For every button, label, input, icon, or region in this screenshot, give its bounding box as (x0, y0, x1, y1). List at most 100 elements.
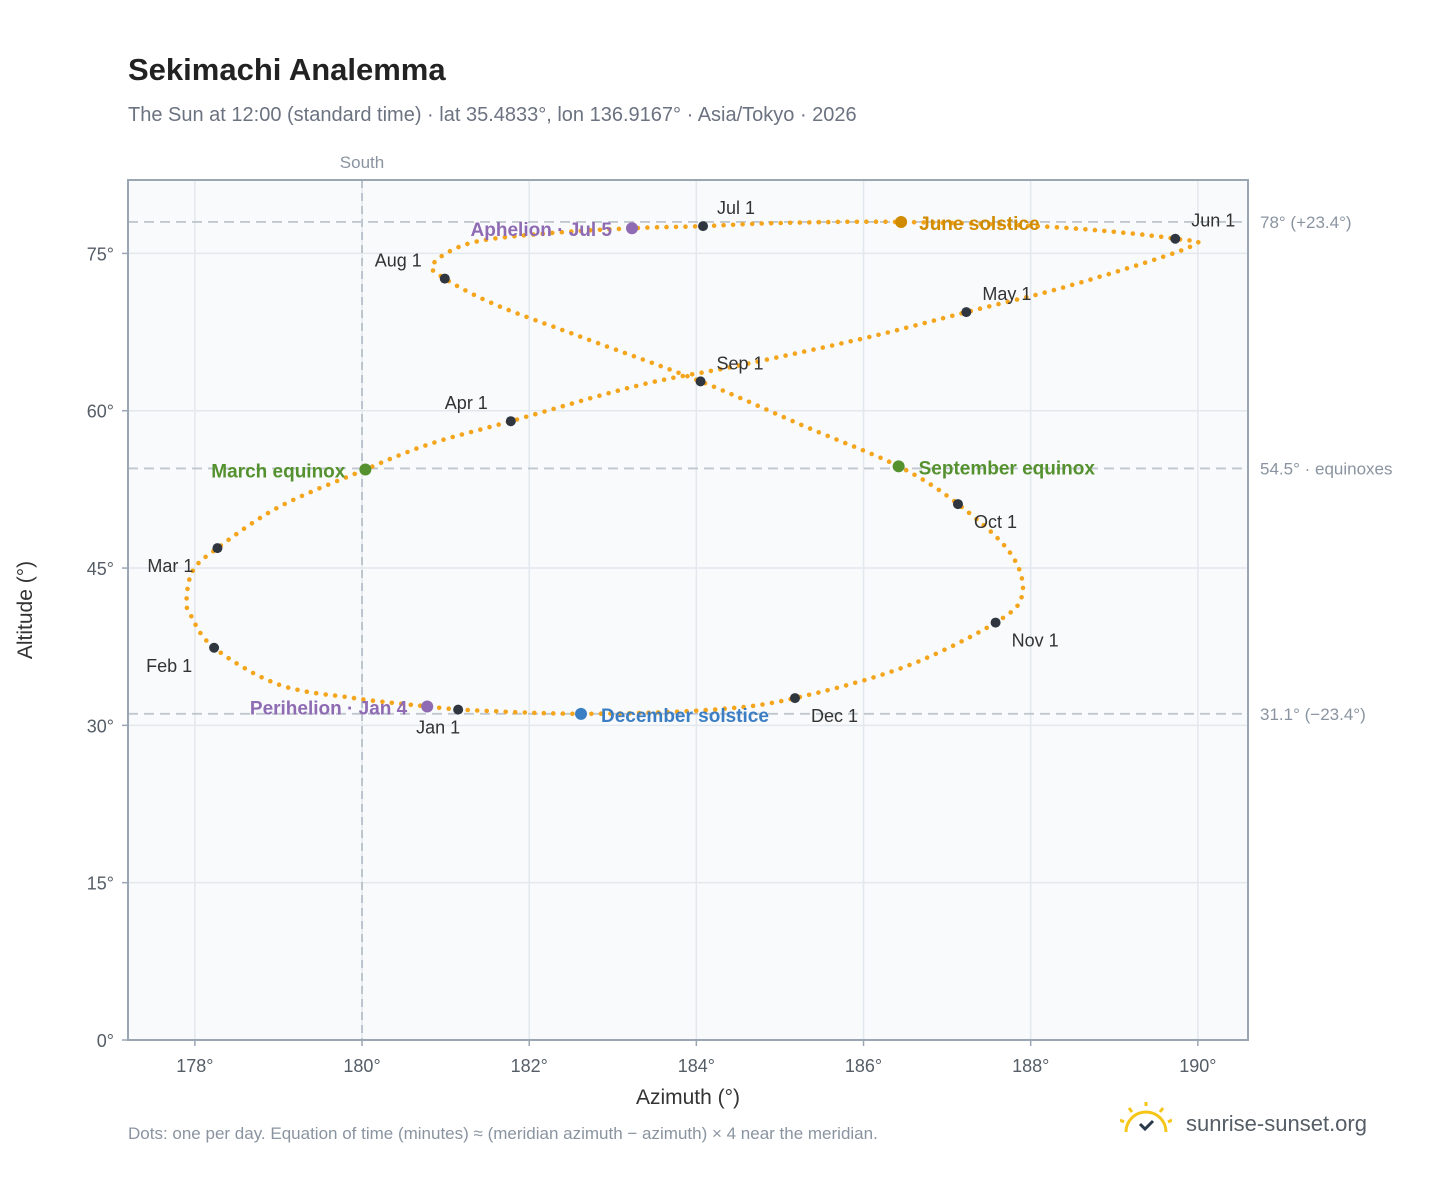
brand[interactable]: sunrise-sunset.org (1119, 1101, 1367, 1147)
month-label: May 1 (982, 284, 1031, 304)
daily-dot (755, 403, 760, 409)
daily-dot (738, 395, 743, 401)
daily-dot (268, 678, 273, 684)
daily-dot (977, 306, 983, 312)
daily-dot (633, 383, 639, 389)
daily-dot (797, 220, 803, 225)
daily-dot (615, 388, 621, 394)
daily-dot (1083, 227, 1088, 232)
daily-dot (291, 497, 296, 503)
daily-dot (332, 693, 338, 698)
daily-dot (361, 697, 366, 702)
daily-dot (257, 515, 263, 521)
daily-dot (921, 220, 926, 225)
daily-dot (1016, 223, 1022, 228)
daily-dot (876, 332, 881, 338)
daily-dot (736, 363, 742, 368)
daily-dot (1051, 287, 1057, 293)
daily-dot (801, 349, 807, 354)
y-tick-label: 15° (87, 874, 114, 894)
daily-dot (471, 292, 477, 298)
daily-dot (560, 327, 565, 333)
x-axis-label: Azimuth (°) (636, 1086, 740, 1109)
daily-dot (839, 341, 844, 346)
daily-dot (551, 406, 556, 412)
daily-dot (829, 343, 835, 348)
daily-dot (727, 365, 732, 370)
daily-dot (352, 471, 358, 477)
daily-dot (1007, 550, 1013, 555)
daily-dot (769, 700, 775, 706)
daily-dot (465, 707, 471, 713)
daily-dot (323, 692, 329, 697)
daily-dot (1033, 292, 1038, 298)
daily-dot (624, 386, 630, 391)
month-marker (789, 693, 800, 704)
daily-dot (512, 709, 518, 715)
daily-dot (967, 634, 973, 640)
month-label: Aug 1 (375, 251, 422, 271)
daily-dot (274, 506, 279, 511)
daily-dot (933, 651, 939, 657)
daily-dot (949, 220, 955, 226)
daily-dot (456, 244, 461, 250)
chart-subtitle: The Sun at 12:00 (standard time) · lat 3… (128, 104, 857, 126)
daily-dot (816, 430, 822, 435)
daily-dot (597, 393, 602, 399)
footnote: Dots: one per day. Equation of time (min… (128, 1124, 878, 1143)
daily-dot (1012, 558, 1018, 563)
daily-dot (1088, 277, 1093, 282)
daily-dot (1130, 231, 1136, 236)
daily-dot (1014, 297, 1020, 302)
month-marker (209, 642, 220, 653)
daily-dot (184, 605, 190, 611)
daily-dot (1042, 290, 1047, 295)
daily-dot (189, 614, 194, 619)
daily-dot (903, 325, 909, 331)
month-marker (952, 499, 963, 510)
daily-dot (792, 351, 798, 356)
daily-dot (720, 388, 726, 393)
daily-dot (1102, 228, 1107, 234)
daily-dot (708, 368, 714, 374)
daily-dot (265, 510, 271, 516)
daily-dot (578, 228, 584, 234)
daily-dot (1008, 610, 1013, 615)
daily-dot (1178, 248, 1184, 253)
daily-dot (667, 367, 672, 372)
daily-dot (907, 662, 912, 668)
daily-dot (493, 236, 498, 241)
y-tick-label: 75° (87, 244, 114, 264)
daily-dot (790, 418, 795, 424)
daily-dot (911, 219, 917, 225)
daily-dot (184, 596, 189, 601)
daily-dot (643, 381, 648, 387)
daily-dot (913, 323, 918, 328)
daily-dot (807, 426, 813, 431)
daily-dot (680, 373, 686, 379)
daily-dot (885, 330, 891, 335)
daily-dot (936, 487, 942, 493)
daily-dot (778, 220, 783, 226)
daily-dot (259, 675, 264, 680)
daily-dot (342, 694, 347, 700)
daily-dot (966, 510, 972, 516)
daily-dot (569, 229, 574, 234)
daily-dot (234, 661, 239, 666)
daily-dot (741, 704, 746, 710)
daily-dot (389, 700, 395, 706)
daily-dot (533, 411, 538, 417)
daily-dot (1140, 232, 1145, 237)
daily-dot (862, 677, 867, 683)
daily-dot (692, 224, 698, 229)
daily-dot (408, 702, 414, 708)
reference-line-label: 31.1° (−23.4°) (1260, 705, 1366, 724)
event-markers: June solstice December solstice March equi… (211, 214, 1095, 727)
daily-dot (560, 403, 566, 409)
sun-logo-icon (1119, 1101, 1173, 1147)
daily-dot (604, 344, 610, 349)
daily-dot (886, 459, 892, 465)
daily-dot (190, 568, 196, 574)
daily-dot (871, 675, 876, 680)
daily-dot (334, 478, 340, 484)
